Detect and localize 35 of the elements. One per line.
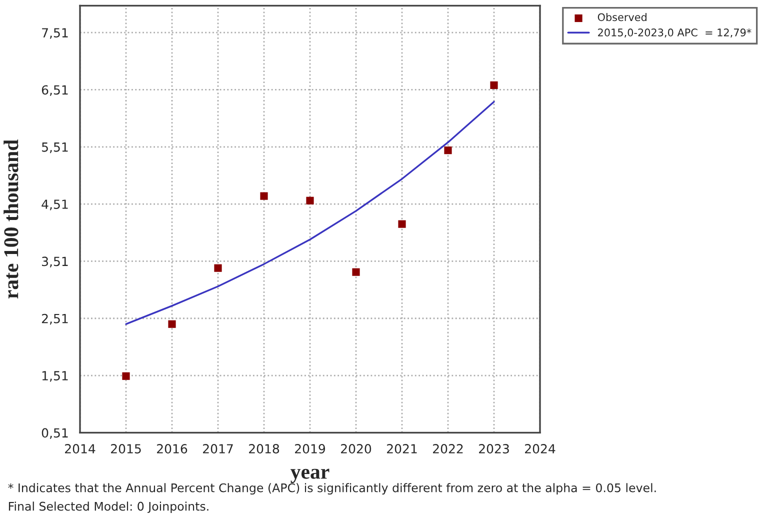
text: * Indicates that the Annual Percent Change (APC) is significantly different from zero at the alpha = 0.05 level. [8,483,656,495]
x-tick-label: 2019 [295,444,326,454]
point [398,220,406,228]
y-tick-label: 5,51 [42,142,68,154]
y-tick-label: 4,51 [42,200,68,210]
point [490,81,498,89]
x-tick-label: 2022 [433,444,463,454]
y-tick-label: 0,51 [42,428,68,439]
text: Final Selected Model: 0 Joinpoints. [8,502,208,514]
y-tick-label: 2,51 [42,314,68,325]
x-tick-label: 2017 [203,444,233,454]
point [168,320,176,328]
y-tick-label: 3,51 [42,256,68,268]
legend-label: 2015,0-2023,0 APC = 12,79* [598,28,752,38]
x-tick-label: 2015 [111,444,141,454]
x-tick-label: 2018 [249,444,280,454]
y-tick-label: 6,51 [42,85,68,96]
point [444,146,452,154]
line-series [125,100,495,325]
x-tick-label: 2024 [525,444,556,454]
x-tick-label: 2014 [65,444,96,454]
point [306,196,314,204]
y-tick-label: 1,51 [42,371,68,382]
y-axis-title: rate 100 thousand [4,140,18,299]
y-tick-label: 7,51 [42,28,68,39]
point [352,268,360,276]
point [260,192,268,200]
point [122,372,130,380]
x-tick-label: 2016 [157,444,188,454]
x-tick-label: 2021 [387,444,417,454]
x-axis-title: year [290,468,330,484]
point [214,264,222,272]
x-tick-label: 2023 [479,444,509,454]
x-tick-label: 2020 [341,444,372,454]
legend-label: Observed [598,13,646,22]
